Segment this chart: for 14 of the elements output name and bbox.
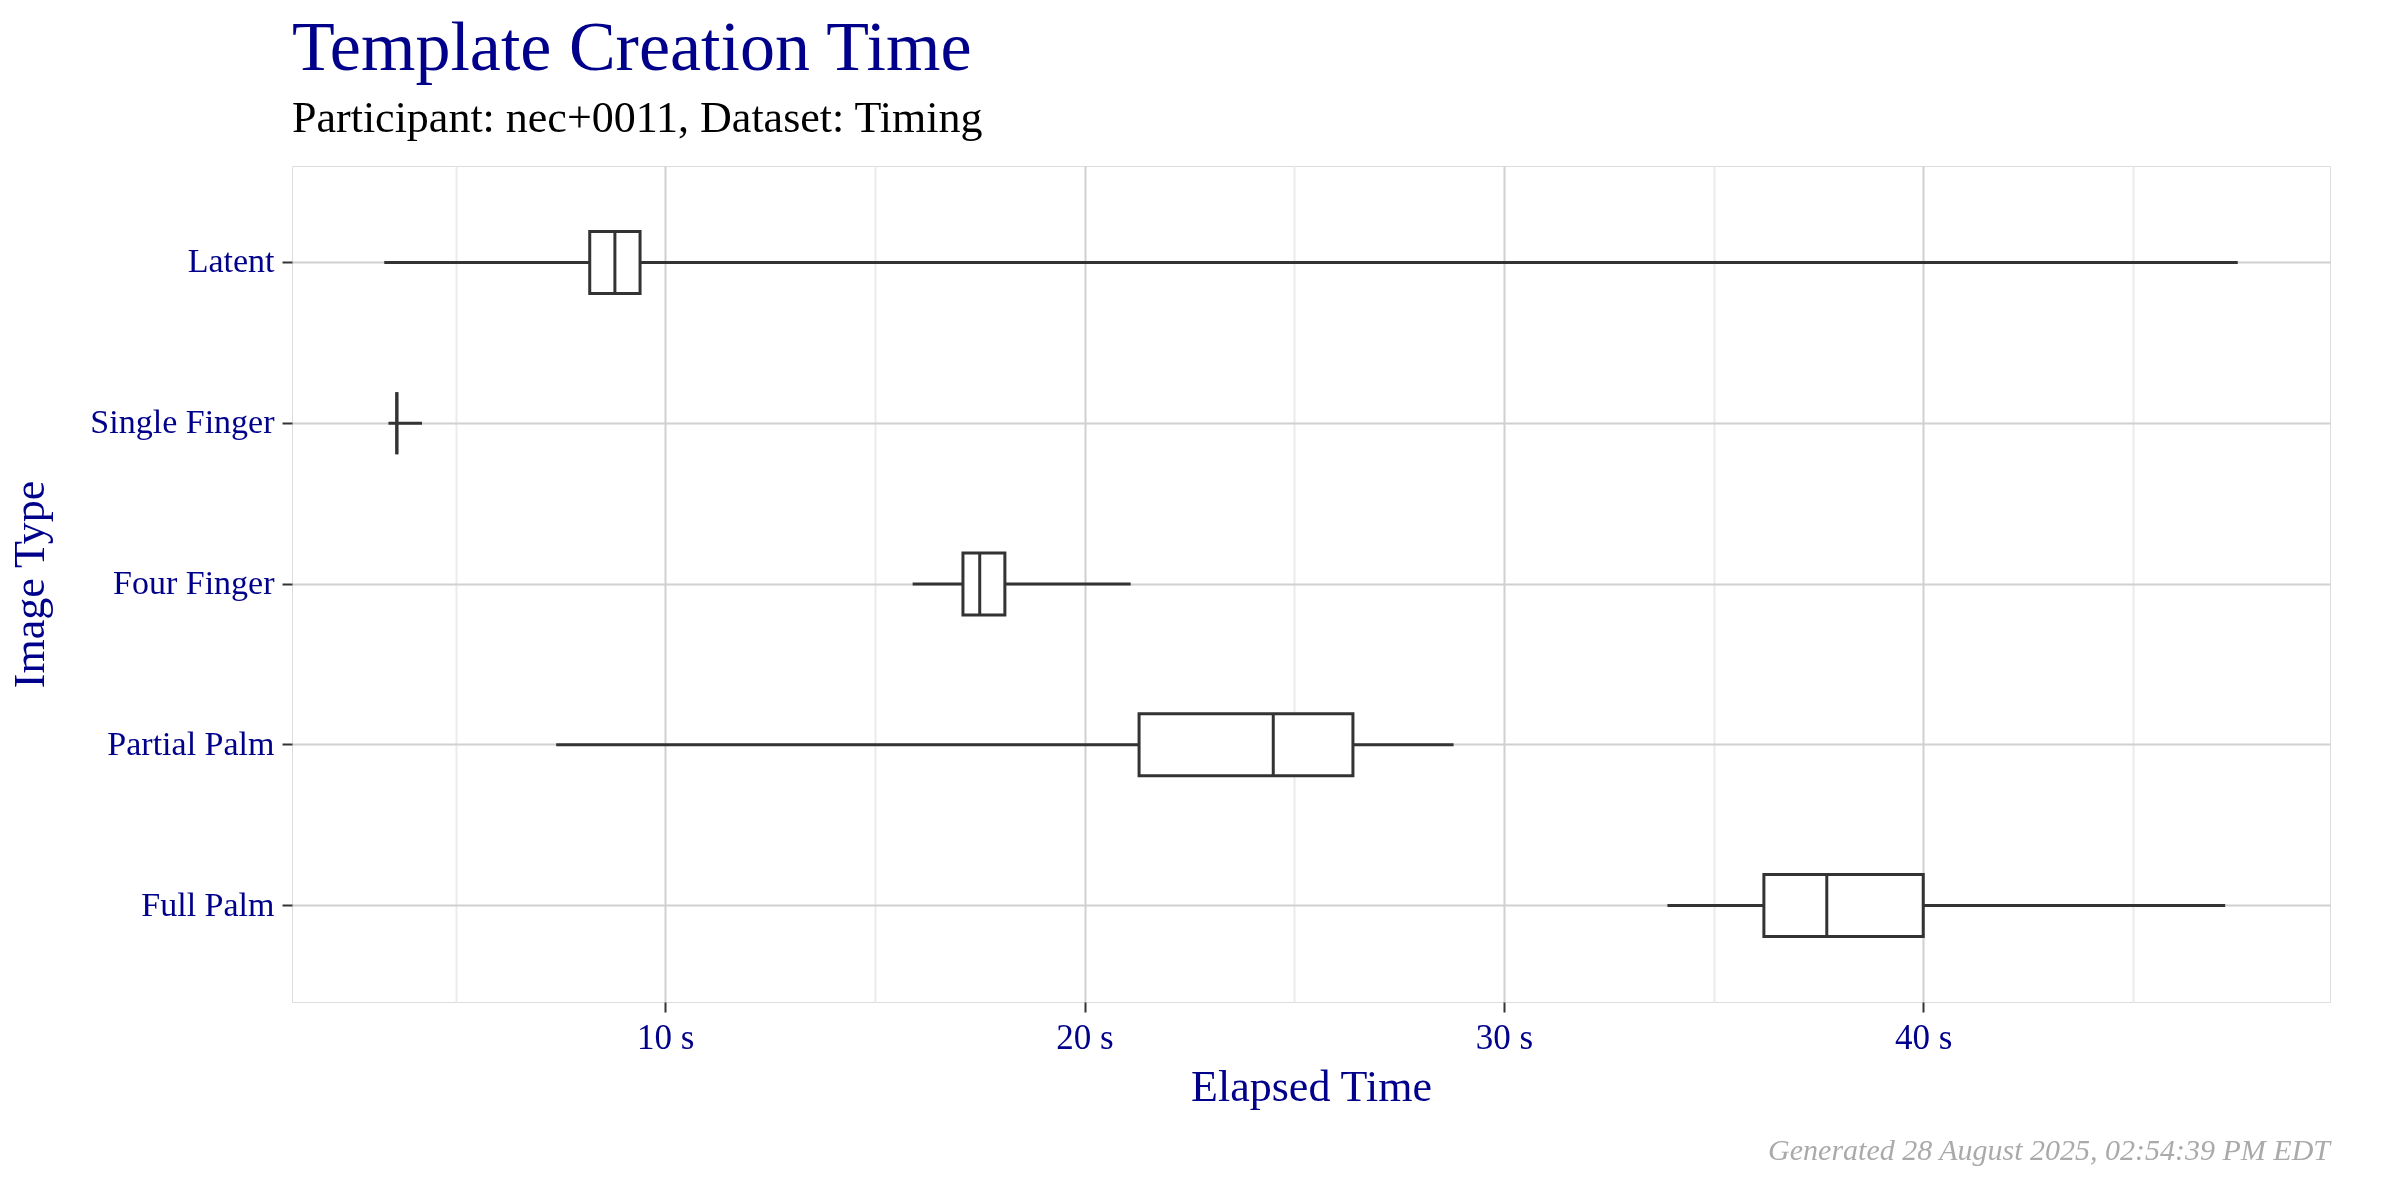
x-tick-label: 20 s — [1056, 1017, 1114, 1057]
x-tick-label: 30 s — [1475, 1017, 1534, 1057]
chart-subtitle: Participant: nec+0011, Dataset: Timing — [292, 93, 983, 142]
text: Generated 28 August 2025, 02:54:39 PM EDT — [1768, 1133, 2333, 1166]
y-tick-label: Partial Palm — [107, 724, 275, 762]
y-tick-label: Full Palm — [141, 885, 275, 923]
x-axis-title: Elapsed Time — [1191, 1061, 1432, 1111]
chart-title: Template Creation Time — [292, 8, 972, 85]
y-tick-label: Four Finger — [113, 564, 276, 601]
y-tick-label: Single Finger — [90, 403, 276, 441]
x-tick-label: 40 s — [1895, 1017, 1953, 1057]
y-axis-title: Image Type — [4, 480, 54, 689]
y-tick-label: Latent — [187, 242, 276, 280]
x-tick-label: 10 s — [637, 1017, 695, 1057]
